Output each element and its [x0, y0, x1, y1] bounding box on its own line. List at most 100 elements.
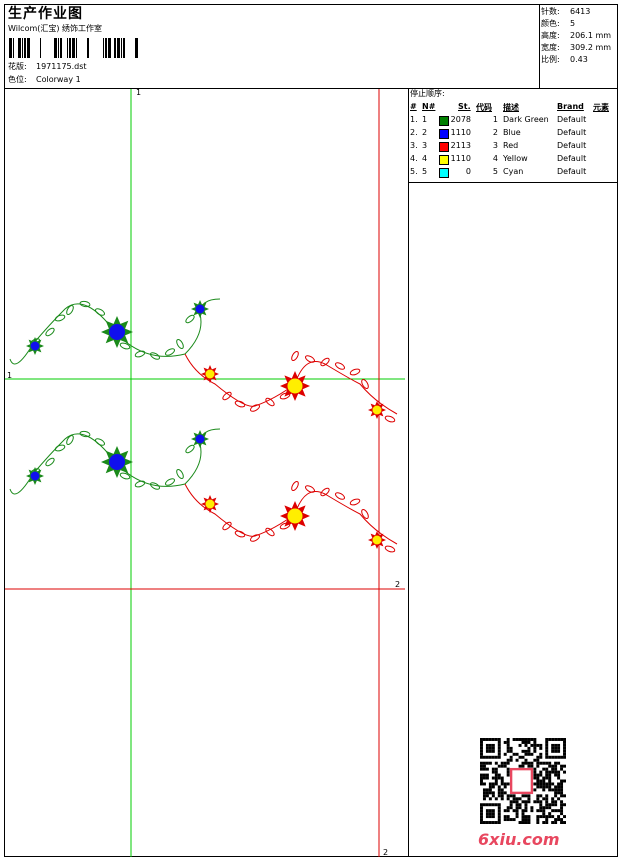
stat-value: 5 [570, 19, 576, 28]
table-row: 3. 3 2113 3 Red Default [409, 141, 618, 154]
color-swatch [439, 116, 449, 126]
color-swatch [439, 168, 449, 178]
design-file: 1971175.dst [36, 62, 87, 71]
leaf [361, 378, 369, 390]
stat-value: 6413 [570, 7, 591, 16]
embroidery-preview [5, 89, 405, 857]
flower-center [287, 508, 303, 524]
cell-code: 2 [492, 128, 498, 137]
flower-center [372, 405, 382, 415]
leaf [185, 314, 195, 324]
cell-desc: Red [503, 141, 519, 150]
leaf [384, 545, 396, 553]
leaf [149, 482, 161, 490]
colorway-label: 色位: [8, 75, 27, 84]
flower-center [109, 454, 125, 470]
table-row: 1. 1 2078 1 Dark Green Default [409, 115, 618, 128]
leaf [222, 521, 232, 531]
stat-label: 高度: [541, 31, 560, 40]
company-name: Wilcom(汇宝) 绣饰工作室 [8, 24, 103, 33]
cell-n: 2 [422, 128, 428, 137]
page-title: 生产作业图 [8, 6, 83, 22]
barcode [9, 38, 138, 58]
cell-st: 2078 [450, 115, 471, 124]
stat-value: 0.43 [570, 55, 588, 64]
table-header: # N# St. 代码 描述 Brand 元素 [409, 102, 618, 115]
leaf [334, 492, 346, 500]
leaf [291, 480, 299, 492]
leaf [94, 308, 106, 316]
cell-st: 1110 [450, 128, 471, 137]
cell-desc: Yellow [503, 154, 528, 163]
col-index: # [410, 102, 417, 111]
col-code: 代码 [476, 103, 492, 112]
cell-code: 5 [492, 167, 498, 176]
watermark-logo: 6xiu.com [478, 830, 560, 849]
flower-center [195, 434, 205, 444]
leaf [119, 342, 131, 350]
table-row: 4. 4 1110 4 Yellow Default [409, 154, 618, 167]
cell-code: 4 [492, 154, 498, 163]
leaf [291, 350, 299, 362]
leaf [164, 478, 176, 486]
cell-st: 2113 [450, 141, 471, 150]
cell-brand: Default [557, 141, 587, 150]
cell-n: 3 [422, 141, 428, 150]
table-row: 5. 5 0 5 Cyan Default [409, 167, 618, 180]
flower-center [205, 369, 215, 379]
leaf [79, 300, 91, 308]
leaf [119, 472, 131, 480]
cell-desc: Cyan [503, 167, 524, 176]
flower-center [195, 304, 205, 314]
leaf [304, 355, 316, 363]
leaf [320, 487, 330, 497]
stat-label: 比例: [541, 55, 560, 64]
stat-label: 针数: [541, 7, 560, 16]
color-swatch [439, 155, 449, 165]
cell-idx: 1. [410, 115, 418, 124]
leaf [149, 352, 161, 360]
qr-code [480, 738, 566, 824]
color-swatch [439, 142, 449, 152]
flower-center [205, 499, 215, 509]
leaf [384, 415, 396, 423]
cell-idx: 3. [410, 141, 418, 150]
flower-center [109, 324, 125, 340]
leaf [265, 527, 275, 537]
cell-idx: 5. [410, 167, 418, 176]
guide-label-green-top: 1 [136, 88, 142, 97]
stat-label: 宽度: [541, 43, 560, 52]
cell-brand: Default [557, 115, 587, 124]
cell-brand: Default [557, 167, 587, 176]
colorway-name: Colorway 1 [36, 75, 81, 84]
leaf [249, 534, 261, 542]
color-swatch [439, 129, 449, 139]
cell-n: 4 [422, 154, 428, 163]
leaf [249, 404, 261, 412]
flower-center [372, 535, 382, 545]
cell-brand: Default [557, 154, 587, 163]
cell-idx: 2. [410, 128, 418, 137]
cell-n: 1 [422, 115, 428, 124]
cell-n: 5 [422, 167, 428, 176]
leaf [176, 468, 184, 480]
leaf [45, 457, 55, 467]
leaf [234, 400, 246, 408]
leaf [54, 444, 66, 452]
leaf [361, 508, 369, 520]
cell-desc: Blue [503, 128, 521, 137]
stats-divider [539, 4, 540, 88]
stat-label: 颜色: [541, 19, 560, 28]
production-sheet [4, 4, 618, 857]
col-stitches: St. [458, 102, 471, 111]
leaf [79, 430, 91, 438]
col-element: 元素 [593, 103, 609, 112]
stat-value: 206.1 mm [570, 31, 612, 40]
stat-value: 309.2 mm [570, 43, 612, 52]
leaf [334, 362, 346, 370]
cell-desc: Dark Green [503, 115, 549, 124]
col-description: 描述 [503, 103, 519, 112]
flower-center [30, 341, 40, 351]
leaf [134, 480, 146, 488]
leaf [304, 485, 316, 493]
